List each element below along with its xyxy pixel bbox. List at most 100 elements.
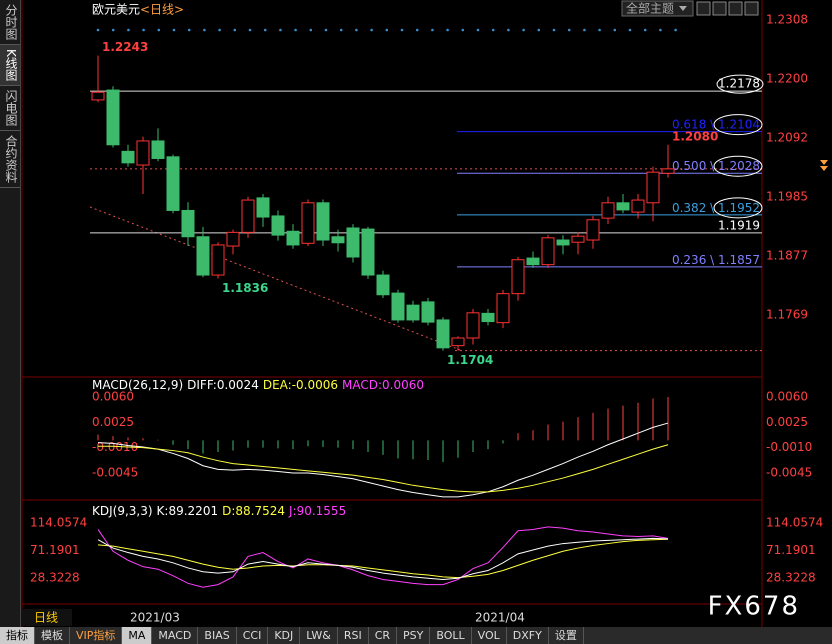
fib-sep: \ xyxy=(706,159,718,173)
candle-body xyxy=(241,199,255,233)
marker-dot xyxy=(643,28,647,32)
marker-dot xyxy=(628,28,632,32)
tool-icon[interactable] xyxy=(712,1,727,16)
toolbar-tab[interactable]: BIAS xyxy=(198,627,237,644)
period: <日线> xyxy=(140,3,184,17)
trend-line xyxy=(89,206,461,351)
side-tab[interactable]: 闪电图 xyxy=(0,86,20,131)
fib-label: 0.618 \ 1.2104 xyxy=(672,117,760,131)
macd-macd: MACD:0.0060 xyxy=(342,378,424,392)
candle-body xyxy=(601,202,615,219)
kdj-tick-label: 71.1901 xyxy=(30,543,80,557)
marker-dot xyxy=(187,28,191,32)
marker-dot xyxy=(674,28,677,32)
candle-body xyxy=(391,292,405,321)
toolbar-tab[interactable]: RSI xyxy=(338,627,369,644)
marker-dot xyxy=(476,28,480,32)
tool-icon[interactable] xyxy=(728,1,743,16)
period-button[interactable] xyxy=(22,609,72,626)
marker-dot xyxy=(142,28,145,32)
toolbar-tab[interactable]: 指标 xyxy=(0,627,35,644)
dif-line xyxy=(97,422,669,498)
toolbar-tab[interactable]: 模板 xyxy=(35,627,70,644)
fib-price: 1.1952 xyxy=(718,200,760,214)
tool-icon[interactable] xyxy=(696,1,711,16)
kdj-k_text: K:89.2201 xyxy=(157,504,219,518)
side-tab[interactable]: K线图 xyxy=(0,45,20,86)
toolbar-tab[interactable]: MA xyxy=(122,627,153,644)
candle-body xyxy=(376,274,390,296)
period-button-text: 日线 xyxy=(34,611,58,625)
fib-ratio: 0.382 xyxy=(672,200,706,214)
fib-oval xyxy=(713,114,763,136)
marker-dot xyxy=(96,28,100,32)
candle-body xyxy=(91,91,105,101)
price-tick-label: 1.2092 xyxy=(766,131,808,145)
theme-select-text: 全部主题 xyxy=(626,1,674,16)
macd-tick-label-right: -0.0045 xyxy=(766,466,812,480)
fib-sep: \ xyxy=(706,117,718,131)
sidebar: 分时图 K线图 闪电图 合约资料 xyxy=(0,0,21,627)
macd-tick-label-right: 0.0025 xyxy=(766,415,808,429)
candle-body xyxy=(136,140,150,166)
dea-line xyxy=(98,444,669,493)
level-oval xyxy=(716,74,764,94)
fib-price: 1.2028 xyxy=(718,159,760,173)
candle-body xyxy=(661,168,675,174)
toolbar-tab[interactable]: CR xyxy=(369,627,398,644)
toolbar-tab[interactable]: VIP指标 xyxy=(70,627,123,644)
candle-body xyxy=(406,304,420,321)
marker-dot xyxy=(324,28,328,32)
candle-body xyxy=(421,301,435,323)
kdj-tick-label-right: 71.1901 xyxy=(766,543,816,557)
title: 欧元美元 xyxy=(92,3,140,17)
candle-body xyxy=(571,235,585,243)
marker-dot xyxy=(233,28,237,32)
toolbar-tab[interactable]: MACD xyxy=(152,627,199,644)
toolbar: 指标 模板 VIP指标 MA MACD BIAS CCI KDJ LW& RSI CR PSY BOLL… xyxy=(0,627,832,644)
side-tab[interactable]: 分时图 xyxy=(0,0,20,45)
toolbar-tab[interactable]: VOL xyxy=(472,627,507,644)
candle-body xyxy=(316,202,330,241)
chart: 欧元美元 <日线> 全部主题 1.2308 1.2200 1.2092 1.1985 1.18… xyxy=(21,0,828,627)
fib-sep: \ xyxy=(706,200,718,214)
candle-body xyxy=(451,337,465,347)
candle-body xyxy=(541,237,555,266)
dropdown-arrow xyxy=(679,6,687,11)
theme-select[interactable] xyxy=(621,0,694,17)
toolbar-tab[interactable]: LW& xyxy=(300,627,338,644)
marker-dot xyxy=(613,28,617,32)
marker-dot xyxy=(279,28,282,32)
toolbar-tab[interactable]: KDJ xyxy=(268,627,301,644)
candle-body xyxy=(106,89,120,146)
toolbar-tab[interactable]: CCI xyxy=(237,627,269,644)
kdj-j_text: J:90.1555 xyxy=(288,504,346,518)
candle-body xyxy=(271,215,285,236)
macd-tick-label-right: 0.0060 xyxy=(766,390,808,404)
kdj-d_text: D:88.7524 xyxy=(222,504,285,518)
extreme-label: 1.2080 xyxy=(672,129,718,143)
candle-body xyxy=(346,227,360,258)
marker-dot xyxy=(583,28,586,32)
extreme-label: 1.1836 xyxy=(222,281,268,295)
candle-body xyxy=(121,150,135,164)
toolbar-tab[interactable]: 设置 xyxy=(549,627,584,644)
price-tick-label: 1.1877 xyxy=(766,248,808,262)
price-tick-label: 1.2200 xyxy=(766,72,808,86)
price-arrow xyxy=(820,160,828,171)
marker-dot xyxy=(203,28,206,32)
toolbar-tab[interactable]: DXFY xyxy=(507,627,549,644)
marker-dot xyxy=(385,28,389,32)
candle-body xyxy=(466,312,480,339)
price-tick-label: 1.1985 xyxy=(766,189,808,203)
toolbar-tab[interactable]: BOLL xyxy=(430,627,472,644)
fib-ratio: 0.236 xyxy=(672,252,706,266)
fib-price: 1.2104 xyxy=(718,117,760,131)
candle-body xyxy=(586,219,600,241)
tool-icon[interactable] xyxy=(744,1,759,16)
fib-oval xyxy=(713,197,763,219)
side-tab[interactable]: 合约资料 xyxy=(0,131,20,188)
toolbar-tab[interactable]: PSY xyxy=(397,627,431,644)
marker-dot xyxy=(431,28,434,32)
